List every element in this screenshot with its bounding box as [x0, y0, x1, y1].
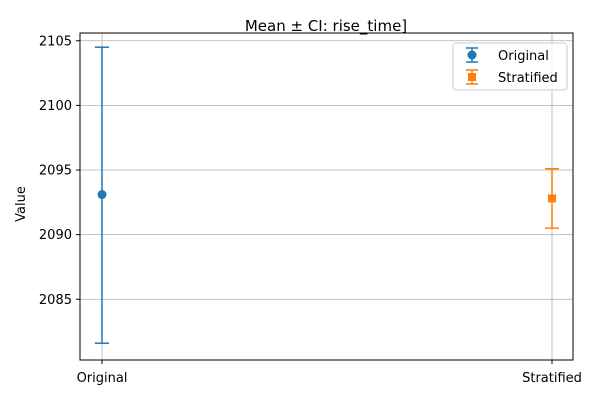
- y-tick-label: 2085: [39, 293, 72, 308]
- x-tick-label: Stratified: [522, 371, 582, 386]
- y-axis-label: Value: [14, 186, 29, 222]
- x-tick-label: Original: [77, 371, 128, 386]
- y-tick-label: 2100: [39, 99, 72, 114]
- legend-marker: [468, 73, 476, 81]
- y-tick-label: 2095: [39, 164, 72, 179]
- legend: Original Stratified: [452, 42, 568, 91]
- chart-title: Mean ± CI: rise_time]: [245, 17, 407, 36]
- data-marks: [95, 46, 559, 344]
- grid-lines: [80, 33, 573, 360]
- legend-label: Original: [498, 49, 549, 64]
- mean-point: [97, 190, 107, 200]
- axis-ticks: 2085 2090 2095 2100 2105 Original Stratified: [39, 34, 582, 386]
- mean-point: [548, 194, 556, 203]
- legend-label: Stratified: [498, 71, 558, 86]
- legend-box: [452, 42, 568, 91]
- y-tick-label: 2090: [39, 228, 72, 243]
- y-tick-label: 2105: [39, 34, 72, 49]
- legend-marker: [467, 50, 477, 60]
- plot-frame: [79, 32, 574, 361]
